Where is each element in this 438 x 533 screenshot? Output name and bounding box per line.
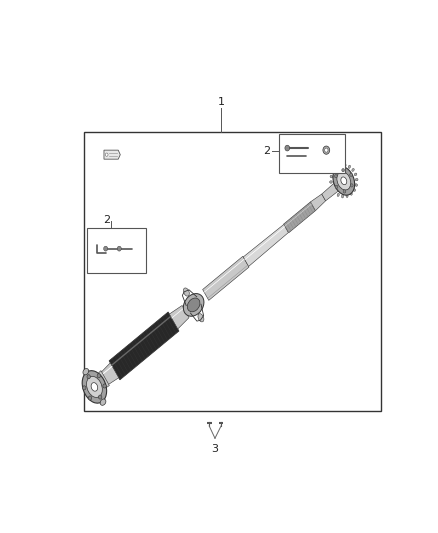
Polygon shape: [109, 312, 179, 380]
Polygon shape: [284, 202, 315, 233]
Ellipse shape: [83, 368, 88, 375]
Circle shape: [104, 246, 108, 251]
Ellipse shape: [333, 190, 336, 193]
Circle shape: [99, 395, 102, 399]
Ellipse shape: [344, 164, 346, 167]
Ellipse shape: [332, 171, 335, 173]
Polygon shape: [170, 305, 189, 329]
Polygon shape: [100, 363, 119, 385]
Circle shape: [350, 173, 353, 176]
Ellipse shape: [355, 184, 357, 186]
Ellipse shape: [100, 399, 106, 405]
Ellipse shape: [355, 179, 358, 181]
Circle shape: [325, 148, 328, 152]
Polygon shape: [203, 256, 249, 301]
Circle shape: [350, 184, 353, 187]
Bar: [87, 228, 146, 273]
Ellipse shape: [91, 383, 98, 391]
Ellipse shape: [187, 298, 200, 312]
Ellipse shape: [337, 193, 339, 197]
Ellipse shape: [82, 370, 106, 403]
Ellipse shape: [331, 186, 333, 189]
Circle shape: [335, 185, 338, 189]
Ellipse shape: [339, 164, 342, 167]
Ellipse shape: [346, 195, 348, 198]
Text: 2: 2: [103, 215, 110, 225]
Ellipse shape: [198, 314, 204, 322]
Ellipse shape: [184, 294, 204, 316]
Bar: [279, 134, 345, 173]
Ellipse shape: [184, 288, 189, 296]
Circle shape: [342, 168, 345, 172]
Circle shape: [117, 246, 121, 251]
Polygon shape: [322, 179, 343, 201]
Ellipse shape: [348, 165, 350, 168]
Ellipse shape: [350, 192, 352, 195]
Polygon shape: [104, 150, 120, 159]
Ellipse shape: [330, 175, 333, 178]
Circle shape: [88, 396, 92, 400]
Ellipse shape: [354, 173, 357, 176]
Polygon shape: [311, 194, 325, 211]
Circle shape: [285, 145, 290, 151]
Ellipse shape: [336, 166, 338, 169]
Text: 2: 2: [263, 147, 270, 156]
Circle shape: [83, 386, 86, 390]
Circle shape: [97, 374, 100, 378]
Polygon shape: [243, 224, 289, 266]
Circle shape: [87, 375, 90, 379]
Text: 1: 1: [218, 97, 225, 107]
Circle shape: [103, 384, 106, 388]
Ellipse shape: [333, 166, 355, 195]
Ellipse shape: [329, 181, 332, 183]
Ellipse shape: [341, 177, 347, 184]
Bar: [84, 132, 381, 411]
Ellipse shape: [353, 189, 356, 191]
Ellipse shape: [352, 168, 354, 171]
Text: 3: 3: [212, 443, 219, 454]
Circle shape: [323, 146, 330, 154]
Polygon shape: [95, 370, 110, 390]
Ellipse shape: [337, 172, 351, 190]
Ellipse shape: [87, 376, 102, 398]
Circle shape: [343, 190, 346, 193]
Circle shape: [335, 174, 337, 178]
Circle shape: [105, 153, 108, 156]
Ellipse shape: [342, 195, 343, 198]
